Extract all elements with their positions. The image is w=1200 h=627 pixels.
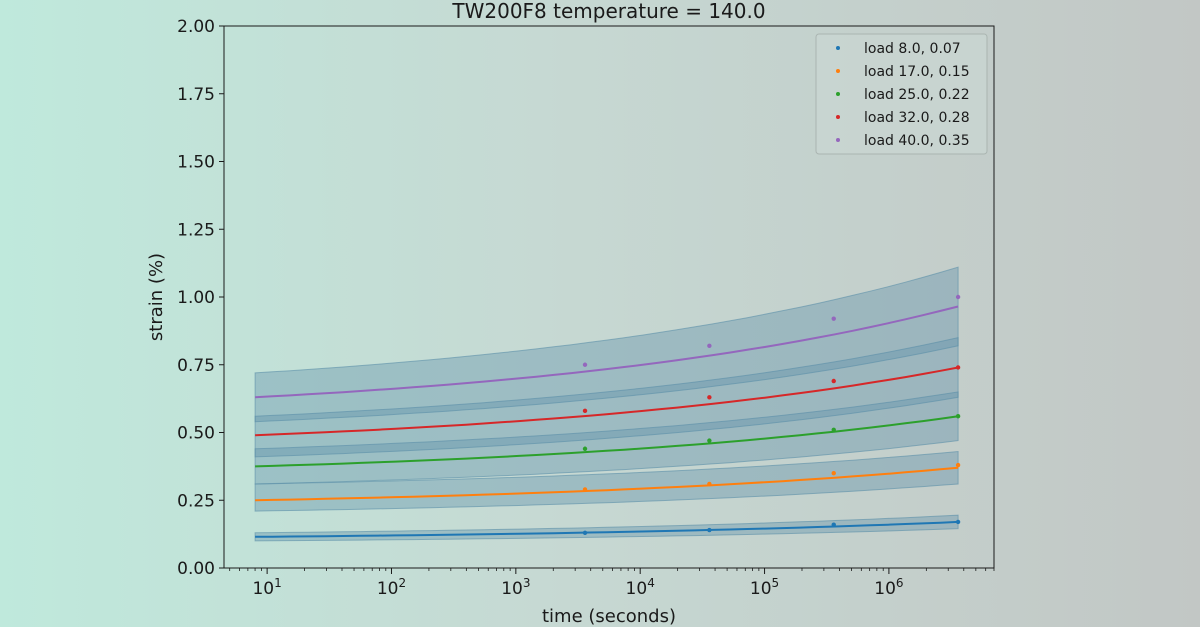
- legend-marker: [836, 115, 840, 119]
- legend-entry-label: load 8.0, 0.07: [864, 41, 961, 57]
- fit-line-1: [255, 520, 959, 538]
- y-tick-label: 1.50: [177, 153, 215, 173]
- x-tick-label: 105: [750, 576, 779, 599]
- fit-line-2: [255, 466, 959, 502]
- data-points: [582, 294, 961, 535]
- x-tick-label: 102: [377, 576, 406, 599]
- data-point: [707, 395, 712, 400]
- x-axis: 101 102 103 104 105 106: [229, 568, 995, 599]
- y-tick-label: 0.75: [177, 356, 215, 376]
- fit-line-4: [255, 366, 959, 437]
- data-point: [831, 378, 836, 384]
- data-point: [707, 527, 712, 533]
- y-tick-label: 0.25: [177, 491, 215, 511]
- data-point: [582, 362, 588, 367]
- data-point: [831, 316, 836, 321]
- confidence-band-5: [254, 266, 959, 423]
- data-point: [831, 470, 836, 476]
- legend: load 8.0, 0.07 load 17.0, 0.15 load 25.0, …: [815, 33, 988, 155]
- x-tick-label: 106: [874, 576, 903, 599]
- data-point: [707, 438, 712, 443]
- data-point: [707, 343, 712, 348]
- fit-lines: [255, 305, 959, 538]
- x-tick-label: 101: [252, 576, 281, 599]
- confidence-bands: [254, 266, 959, 542]
- data-point: [582, 487, 588, 492]
- y-tick-label: 1.25: [177, 220, 215, 240]
- data-point: [582, 446, 588, 451]
- data-point: [582, 530, 588, 535]
- legend-entry-label: load 32.0, 0.28: [864, 110, 970, 126]
- data-point: [955, 462, 961, 468]
- legend-marker: [836, 46, 840, 50]
- data-point: [707, 481, 712, 487]
- y-axis-label: strain (%): [146, 253, 167, 341]
- legend-marker: [836, 138, 840, 142]
- legend-entry-label: load 40.0, 0.35: [864, 133, 970, 149]
- x-tick-label: 104: [626, 576, 655, 599]
- data-point: [955, 414, 961, 419]
- legend-entry-label: load 25.0, 0.22: [864, 87, 970, 103]
- confidence-band-1: [254, 514, 959, 542]
- y-tick-label: 0.00: [177, 559, 215, 579]
- data-point: [955, 294, 961, 300]
- y-tick-label: 0.50: [177, 424, 215, 444]
- legend-marker: [836, 92, 840, 96]
- data-point: [831, 522, 836, 527]
- y-tick-label: 1.75: [177, 85, 215, 105]
- x-axis-label: time (seconds): [542, 606, 676, 627]
- y-tick-label: 2.00: [177, 17, 215, 37]
- legend-box: [815, 33, 988, 155]
- fit-line-5: [255, 305, 959, 399]
- legend-entry-label: load 17.0, 0.15: [864, 64, 970, 80]
- data-point: [955, 519, 961, 525]
- legend-marker: [836, 69, 840, 73]
- y-axis: 0.00 0.25 0.50 0.75 1.00 1.25 1.50 1.75 2.00: [177, 17, 224, 579]
- data-point: [582, 408, 588, 414]
- chart-title: TW200F8 temperature = 140.0: [451, 0, 765, 23]
- fit-line-3: [255, 415, 959, 468]
- x-tick-label: 103: [501, 576, 530, 599]
- data-point: [831, 427, 836, 432]
- y-tick-label: 1.00: [177, 288, 215, 308]
- data-point: [955, 365, 961, 370]
